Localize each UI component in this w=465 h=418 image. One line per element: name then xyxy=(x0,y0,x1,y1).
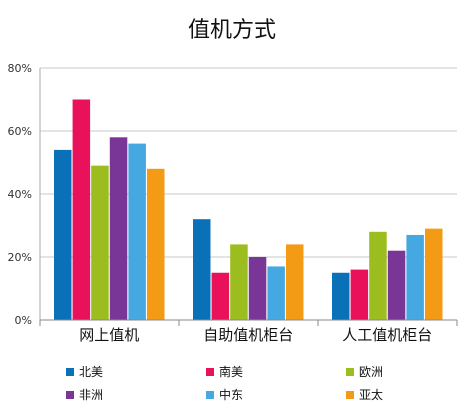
x-tick-label: 网上值机 xyxy=(79,326,139,344)
bar xyxy=(91,165,109,320)
legend-label: 北美 xyxy=(79,365,103,379)
axes: 0% 20% 40% 60% 80% 网上值机 自助值机柜台 人工值机柜台 xyxy=(8,62,458,344)
bars xyxy=(54,99,443,320)
legend-swatch xyxy=(346,391,354,399)
bar xyxy=(211,272,230,320)
y-tick-label: 0% xyxy=(15,314,32,327)
bar xyxy=(72,99,91,320)
bar xyxy=(406,234,424,320)
bar xyxy=(267,266,285,320)
bar xyxy=(54,149,72,320)
bar xyxy=(193,219,211,320)
legend-label: 中东 xyxy=(219,387,243,402)
legend-swatch xyxy=(206,391,214,399)
bar xyxy=(350,269,369,320)
legend-swatch xyxy=(346,368,354,376)
legend-label: 亚太 xyxy=(359,387,383,402)
legend-swatch xyxy=(206,368,214,376)
legend-label: 欧洲 xyxy=(359,365,383,379)
x-tick-label: 人工值机柜台 xyxy=(342,326,432,344)
y-tick-label: 80% xyxy=(8,62,32,75)
y-tick-label: 60% xyxy=(8,125,32,138)
legend-label: 南美 xyxy=(219,364,243,379)
chart-title: 值机方式 xyxy=(188,18,276,43)
bar xyxy=(248,257,267,320)
bar xyxy=(109,137,128,320)
bar xyxy=(128,143,146,320)
bar xyxy=(387,250,406,320)
bar xyxy=(230,244,248,320)
bar xyxy=(332,272,350,320)
legend-label: 非洲 xyxy=(79,388,103,402)
x-tick-label: 自助值机柜台 xyxy=(203,326,293,344)
legend-swatch xyxy=(66,368,74,376)
legend-swatch xyxy=(66,391,74,399)
bar xyxy=(425,228,443,320)
bar xyxy=(369,231,387,320)
bar xyxy=(147,168,165,320)
y-tick-label: 40% xyxy=(8,188,32,201)
y-tick-label: 20% xyxy=(8,251,32,264)
bar xyxy=(286,244,304,320)
